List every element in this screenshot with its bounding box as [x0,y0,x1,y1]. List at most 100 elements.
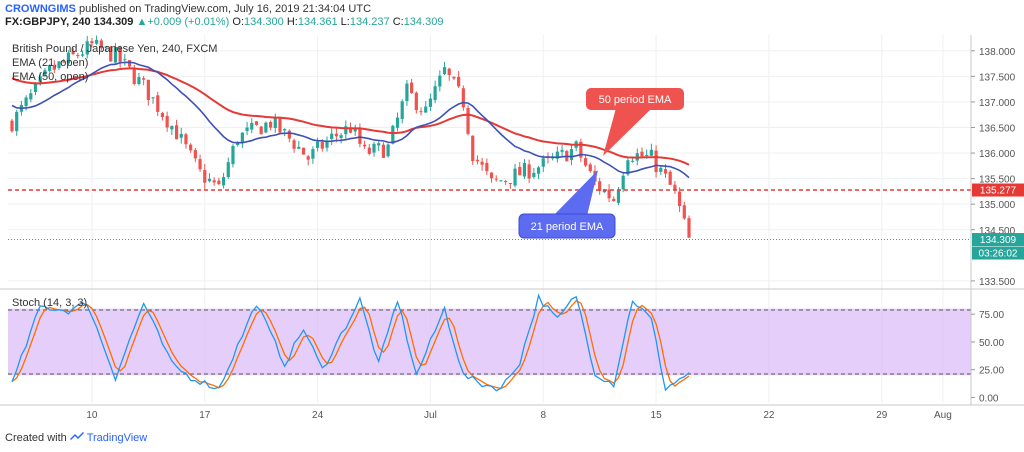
candle-body [602,190,606,193]
candle-body [579,141,583,158]
candle-body [52,66,56,70]
candle-body [203,170,207,183]
candle-body [583,158,588,166]
high-label: H: [286,16,298,28]
candle-body [560,149,564,152]
candle-body [24,97,28,107]
candle-body [499,180,503,182]
candle-body [588,164,592,172]
countdown-text: 03:26:02 [979,249,1018,260]
last-price-text: 134.309 [980,235,1017,246]
candle-body [207,178,212,182]
candle-body [626,160,630,175]
candle-body [682,205,686,219]
tradingview-logo-icon [69,432,84,440]
candle-body [395,117,400,128]
time-tick-label: 24 [312,410,324,421]
candle-body [386,144,390,157]
candle-body [645,154,649,156]
time-tick-label: 22 [763,410,775,421]
candle-body [174,125,179,140]
candle-body [193,150,197,159]
stoch-k-line [11,293,690,392]
candle-body [292,140,296,149]
candle-body [250,122,254,130]
candle-body [297,146,301,149]
candle-body [659,167,663,172]
candle-body [344,126,348,135]
candle-body [33,82,38,93]
candle-body [132,68,136,84]
footer: Created with TradingView [5,432,147,444]
candle-body [287,130,291,139]
instrument-legend: British Pound / Japanese Yen, 240, FXCM [12,43,217,55]
callout-50-ema: 50 period EMA [586,88,684,156]
candle-body [273,117,277,129]
price-tick-label: 138.000 [979,47,1016,58]
candle-body [240,132,244,144]
high-value: 134.361 [297,16,338,28]
candle-body [226,162,230,177]
candles [10,35,691,238]
candle-body [123,59,127,61]
price-tick-label: 133.500 [979,277,1016,288]
low-label: L: [340,16,350,28]
candle-body [649,149,653,156]
candle-body [621,175,625,190]
resistance-price-text: 135.277 [980,186,1017,197]
candle-body [118,46,122,62]
candle-body [38,76,42,83]
time-tick-label: 8 [540,410,546,421]
ema21-line [11,61,690,179]
candle-body [640,151,644,157]
tradingview-link[interactable]: TradingView [86,432,148,444]
candle-body [405,83,409,102]
callout-21-ema: 21 period EMA [518,170,616,239]
candle-body [301,147,306,155]
candle-body [179,133,183,138]
candle-body [536,167,541,174]
candle-body [104,46,108,48]
candle-body [268,121,273,128]
candle-body [381,144,386,158]
price-tick-label: 135.000 [979,200,1016,211]
time-tick-label: Jul [424,410,437,421]
candle-body [480,161,484,165]
candle-body [508,183,512,185]
candle-body [43,70,47,75]
candle-body [353,128,357,132]
candle-body [555,151,559,159]
open-label: O: [232,16,245,28]
price-tick-label: 137.000 [979,98,1016,109]
candle-body [527,164,531,179]
stoch-axis-ticks: 75.00 50.00 25.00 0.00 [971,310,1004,404]
candle-body [231,146,235,165]
time-tick-label: 15 [651,410,663,421]
candle-body [414,92,418,111]
callout-21-ema-text: 21 period EMA [531,221,604,233]
candle-body [428,98,433,107]
candle-body [466,108,470,134]
candle-body [452,76,456,79]
candle-body [532,172,536,177]
time-tick-label: 29 [876,410,888,421]
candle-body [339,135,343,138]
candle-body [48,65,52,71]
candle-body [10,120,14,132]
publish-line: CROWNGIMS published on TradingView.com, … [5,3,371,15]
candle-body [259,126,263,135]
last-price-label: 134.309 03:26:02 [972,233,1024,260]
candle-body [165,115,169,128]
candle-body [377,143,381,146]
ema50-line [11,67,690,166]
symbol: FX:GBPJPY, 240 [5,16,91,28]
stoch-tick-label: 25.00 [979,366,1004,377]
candle-body [433,86,437,101]
candle-body [654,150,658,173]
change-arrow-icon: ▲ [136,16,148,28]
author-name[interactable]: CROWNGIMS [5,3,76,15]
candle-body [513,168,517,186]
candle-body [334,133,338,137]
candle-body [57,61,61,69]
